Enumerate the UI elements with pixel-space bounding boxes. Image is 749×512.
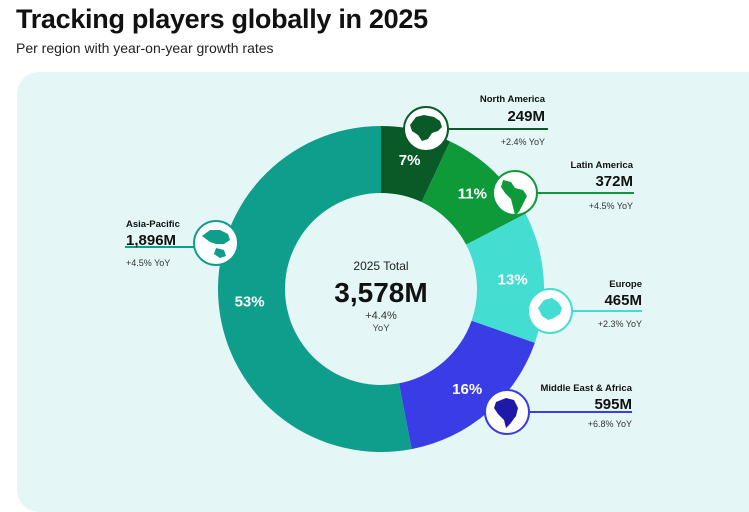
latin-america-shape (501, 180, 527, 215)
europe-shape (538, 298, 562, 320)
slice-asia-pacific (217, 126, 412, 452)
page-title: Tracking players globally in 2025 (16, 4, 428, 34)
label-latin-america: Latin America (571, 160, 634, 171)
value-asia-pacific: 1,896M (126, 232, 176, 249)
label-asia-pacific: Asia-Pacific (126, 219, 180, 230)
asia-pacific-shape (202, 230, 230, 258)
center-label: 2025 Total (353, 259, 408, 273)
value-middle-east-africa: 595M (594, 396, 632, 413)
annotation-europe: Europe 465M +2.3% YoY (527, 279, 642, 334)
center-total: 3,578M (334, 277, 427, 308)
slice-percent-north-america: 7% (399, 152, 421, 169)
slice-percent-europe: 13% (498, 272, 528, 289)
annotation-asia-pacific: Asia-Pacific 1,896M +4.5% YoY (125, 219, 239, 268)
north-america-shape (410, 115, 442, 141)
value-north-america: 249M (507, 108, 545, 125)
slice-percent-labels: 7% 11% 13% 16% 53% (235, 152, 528, 398)
donut-slices (217, 126, 544, 452)
label-north-america: North America (480, 94, 546, 105)
slice-percent-middle-east-africa: 16% (452, 381, 482, 398)
donut-chart: 7% 11% 13% 16% 53% 2025 Total 3,578M +4.4% Y… (125, 94, 642, 452)
label-europe: Europe (609, 279, 642, 290)
page-subtitle: Per region with year-on-year growth rate… (16, 40, 274, 56)
yoy-asia-pacific: +4.5% YoY (126, 258, 170, 268)
slice-percent-latin-america: 11% (458, 186, 487, 203)
value-latin-america: 372M (595, 173, 633, 190)
center-yoy-suffix: YoY (372, 323, 390, 334)
africa-shape (494, 398, 518, 428)
slice-middle-east-africa (399, 320, 535, 450)
label-middle-east-africa: Middle East & Africa (540, 383, 632, 394)
value-europe: 465M (604, 292, 642, 309)
yoy-north-america: +2.4% YoY (501, 137, 545, 147)
yoy-middle-east-africa: +6.8% YoY (588, 419, 632, 429)
annotation-latin-america: Latin America 372M +4.5% YoY (492, 160, 634, 216)
annotation-middle-east-africa: Middle East & Africa 595M +6.8% YoY (484, 383, 633, 435)
yoy-latin-america: +4.5% YoY (589, 201, 633, 211)
slice-percent-asia-pacific: 53% (235, 293, 265, 310)
yoy-europe: +2.3% YoY (598, 319, 642, 329)
center-yoy: +4.4% (365, 310, 397, 322)
annotation-north-america: North America 249M +2.4% YoY (403, 94, 548, 152)
slice-europe (466, 213, 544, 343)
slice-latin-america (421, 141, 526, 245)
